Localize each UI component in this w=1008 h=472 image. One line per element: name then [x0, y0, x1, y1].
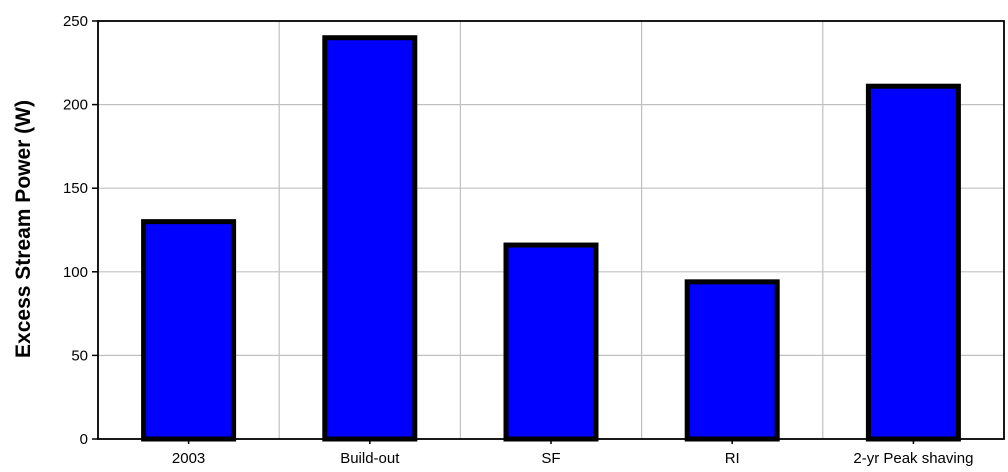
y-tick-label: 0 [80, 431, 88, 448]
y-tick-label: 100 [63, 264, 88, 281]
bar-sf [503, 242, 599, 442]
y-tick-label: 150 [63, 180, 88, 197]
bar-2-yr-peak-shaving [865, 83, 961, 442]
grid-lines [98, 21, 1004, 439]
bars [141, 35, 961, 442]
x-tick-label: 2003 [172, 450, 205, 467]
y-tick-label: 200 [63, 97, 88, 114]
y-axis-title: Excess Stream Power (W) [12, 100, 35, 358]
x-tick-label: SF [541, 450, 560, 467]
bar-build-out [322, 35, 418, 442]
plot-frame [97, 20, 1005, 440]
x-tick-label: Build-out [340, 450, 400, 467]
bar-ri [684, 279, 780, 442]
bar-2003 [141, 219, 237, 442]
y-tick-label: 250 [63, 13, 88, 30]
x-tick-label: RI [725, 450, 740, 467]
y-tick-label: 50 [71, 347, 88, 364]
axes [92, 20, 1005, 444]
y-tick-labels: 0 50 100 150 200 250 [63, 13, 88, 448]
x-tick-label: 2-yr Peak shaving [853, 450, 973, 467]
x-tick-labels: 2003 Build-out SF RI 2-yr Peak shaving [172, 450, 974, 467]
